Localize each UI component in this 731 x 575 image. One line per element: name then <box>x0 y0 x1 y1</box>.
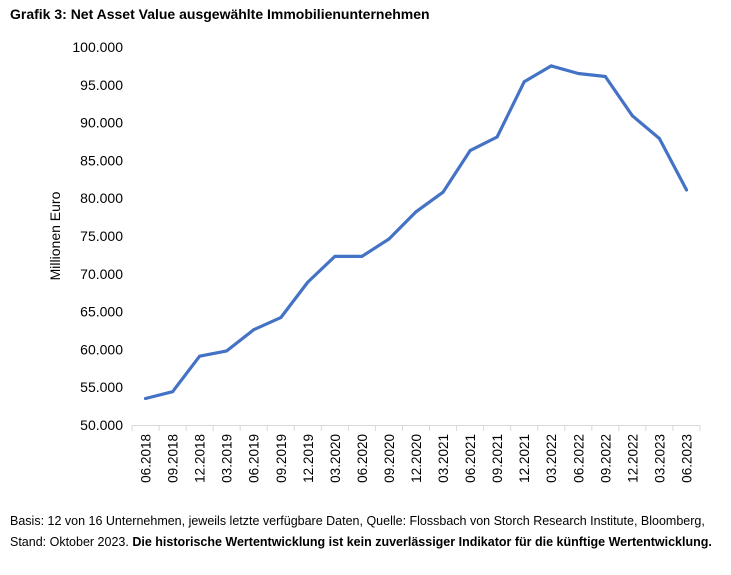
x-tick-label: 12.2019 <box>301 434 316 483</box>
data-point <box>252 328 256 332</box>
x-tick-label: 03.2019 <box>220 434 235 483</box>
data-point <box>603 74 607 78</box>
y-tick-label: 90.000 <box>80 115 123 131</box>
data-point <box>684 188 688 192</box>
y-tick-label: 55.000 <box>80 379 123 395</box>
line-chart: 50.000 55.000 60.000 65.000 70.000 75.000 80.0… <box>47 39 701 483</box>
y-axis-title: Millionen Euro <box>47 191 63 280</box>
chart-title: Grafik 3: Net Asset Value ausgewählte Im… <box>10 6 430 22</box>
footnote-disclaimer: Die historische Wertentwicklung ist kein… <box>132 535 712 549</box>
data-point <box>171 390 175 394</box>
y-tick-label: 100.000 <box>72 39 123 55</box>
y-tick-label: 85.000 <box>80 152 123 168</box>
series-group <box>143 64 689 401</box>
data-point <box>279 316 283 320</box>
y-tick-label: 60.000 <box>80 341 123 357</box>
data-point <box>441 190 445 194</box>
x-tick-label: 06.2021 <box>463 434 478 483</box>
y-tick-label: 50.000 <box>80 417 123 433</box>
data-point <box>630 114 634 118</box>
footnote-source: Basis: 12 von 16 Unternehmen, jeweils le… <box>10 514 705 549</box>
x-tick-label: 09.2022 <box>598 434 613 483</box>
data-point <box>576 71 580 75</box>
y-axis-tick-labels: 50.000 55.000 60.000 65.000 70.000 75.000 80.0… <box>72 39 123 433</box>
data-point <box>495 135 499 139</box>
x-tick-label: 12.2022 <box>625 434 640 483</box>
x-tick-label: 09.2018 <box>166 434 181 483</box>
x-tick-label: 12.2020 <box>409 434 424 483</box>
x-tick-label: 12.2018 <box>193 434 208 483</box>
x-tick-label: 03.2022 <box>544 434 559 483</box>
data-point <box>414 210 418 214</box>
y-tick-label: 95.000 <box>80 77 123 93</box>
data-point <box>225 349 229 353</box>
data-point <box>333 254 337 258</box>
x-tick-label: 06.2019 <box>247 434 262 483</box>
footnote: Basis: 12 von 16 Unternehmen, jeweils le… <box>10 511 722 553</box>
series-line <box>143 64 689 401</box>
x-tick-label: 06.2023 <box>679 434 694 483</box>
x-tick-label: 06.2018 <box>139 434 154 483</box>
x-tick-label: 09.2019 <box>274 434 289 483</box>
y-tick-label: 80.000 <box>80 190 123 206</box>
y-tick-label: 70.000 <box>80 266 123 282</box>
x-axis: 06.2018 09.2018 12.2018 03.2019 06.2019 09.20… <box>131 425 701 483</box>
x-tick-label: 09.2020 <box>382 434 397 483</box>
x-tick-label: 06.2022 <box>571 434 586 483</box>
x-tick-label: 06.2020 <box>355 434 370 483</box>
x-tick-label: 03.2020 <box>328 434 343 483</box>
y-tick-label: 65.000 <box>80 304 123 320</box>
data-point <box>144 397 148 401</box>
x-tick-label: 12.2021 <box>517 434 532 483</box>
data-point <box>657 136 661 140</box>
data-point <box>468 149 472 153</box>
data-point <box>306 280 310 284</box>
y-tick-label: 75.000 <box>80 228 123 244</box>
x-tick-label: 09.2021 <box>490 434 505 483</box>
data-point <box>360 254 364 258</box>
x-tick-label: 03.2021 <box>436 434 451 483</box>
data-point <box>522 80 526 84</box>
data-point <box>387 237 391 241</box>
data-point <box>549 64 553 68</box>
data-point <box>198 354 202 358</box>
x-tick-label: 03.2023 <box>652 434 667 483</box>
